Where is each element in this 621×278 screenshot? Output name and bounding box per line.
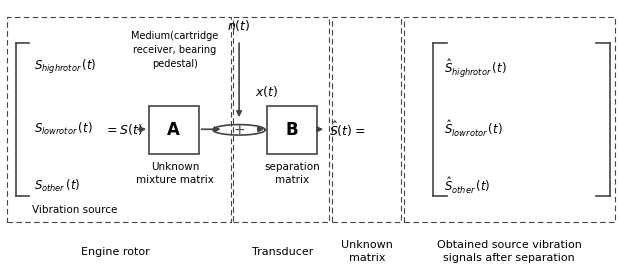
Text: $S_{highrotor}$$\/(t)$: $S_{highrotor}$$\/(t)$ <box>34 58 97 76</box>
Bar <box>233 17 329 222</box>
Bar <box>149 106 199 154</box>
Text: Unknown
mixture matrix: Unknown mixture matrix <box>136 162 214 185</box>
Text: $S_{other}$$\/(t)$: $S_{other}$$\/(t)$ <box>34 178 81 194</box>
Text: $\mathbf{B}$: $\mathbf{B}$ <box>285 121 299 139</box>
Text: $\mathbf{A}$: $\mathbf{A}$ <box>166 121 181 139</box>
Text: separation
matrix: separation matrix <box>264 162 320 185</box>
Bar <box>332 17 401 222</box>
Text: Unknown
matrix: Unknown matrix <box>341 240 393 263</box>
Text: $+$: $+$ <box>233 123 245 137</box>
Text: $x(t)$: $x(t)$ <box>255 84 279 99</box>
Bar <box>404 17 615 222</box>
Text: $n(t)$: $n(t)$ <box>227 18 251 33</box>
Text: $\hat{S}_{other}$$\/(t)$: $\hat{S}_{other}$$\/(t)$ <box>444 176 491 196</box>
Text: receiver, bearing: receiver, bearing <box>134 45 217 55</box>
Text: $=S(t)$: $=S(t)$ <box>104 122 143 137</box>
Text: Transducer: Transducer <box>252 247 313 257</box>
Bar <box>7 17 231 222</box>
Text: pedestal): pedestal) <box>152 59 198 69</box>
Text: $\hat{S}_{highrotor}$$\/(t)$: $\hat{S}_{highrotor}$$\/(t)$ <box>444 57 507 79</box>
Text: Medium(cartridge: Medium(cartridge <box>132 31 219 41</box>
Text: $\hat{S}(t)=$: $\hat{S}(t)=$ <box>329 120 365 139</box>
Text: $\hat{S}_{lowrotor}$$\/(t)$: $\hat{S}_{lowrotor}$$\/(t)$ <box>444 119 503 139</box>
Text: Vibration source: Vibration source <box>32 205 117 215</box>
Text: Obtained source vibration
signals after separation: Obtained source vibration signals after … <box>437 240 582 263</box>
Bar <box>267 106 317 154</box>
Text: $S_{lowrotor}$$\/(t)$: $S_{lowrotor}$$\/(t)$ <box>34 121 93 137</box>
Text: Engine rotor: Engine rotor <box>81 247 149 257</box>
